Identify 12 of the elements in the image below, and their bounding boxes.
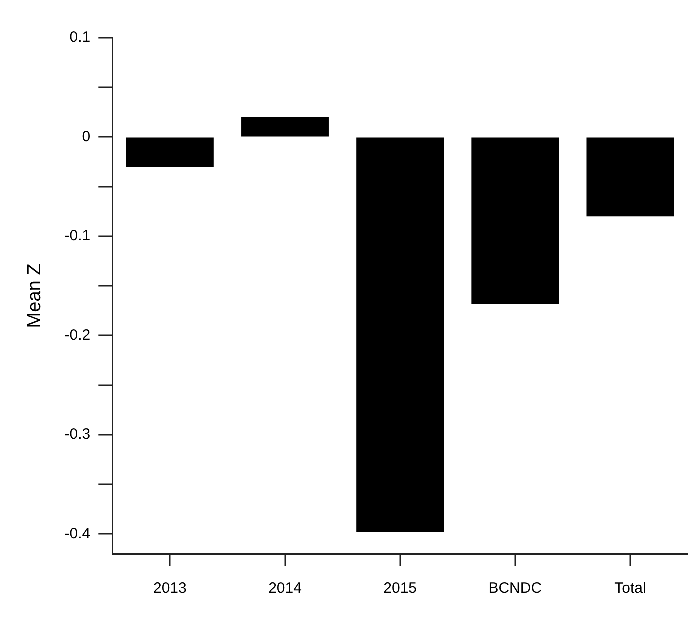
x-tick-label: Total — [614, 580, 646, 598]
y-tick-label: 0 — [82, 128, 91, 146]
y-axis-title: Mean Z — [24, 263, 46, 328]
x-tick-label: 2015 — [384, 580, 418, 598]
y-tick-label: -0.4 — [64, 525, 91, 542]
x-tick-label: BCNDC — [488, 580, 542, 598]
y-tick-label: -0.3 — [64, 426, 91, 444]
y-tick-label: -0.2 — [64, 326, 91, 344]
x-tick-label: 2013 — [153, 580, 187, 598]
y-tick-label: -0.1 — [64, 228, 91, 245]
x-tick-label: 2014 — [268, 580, 302, 598]
y-tick-label: 0.1 — [70, 29, 91, 46]
